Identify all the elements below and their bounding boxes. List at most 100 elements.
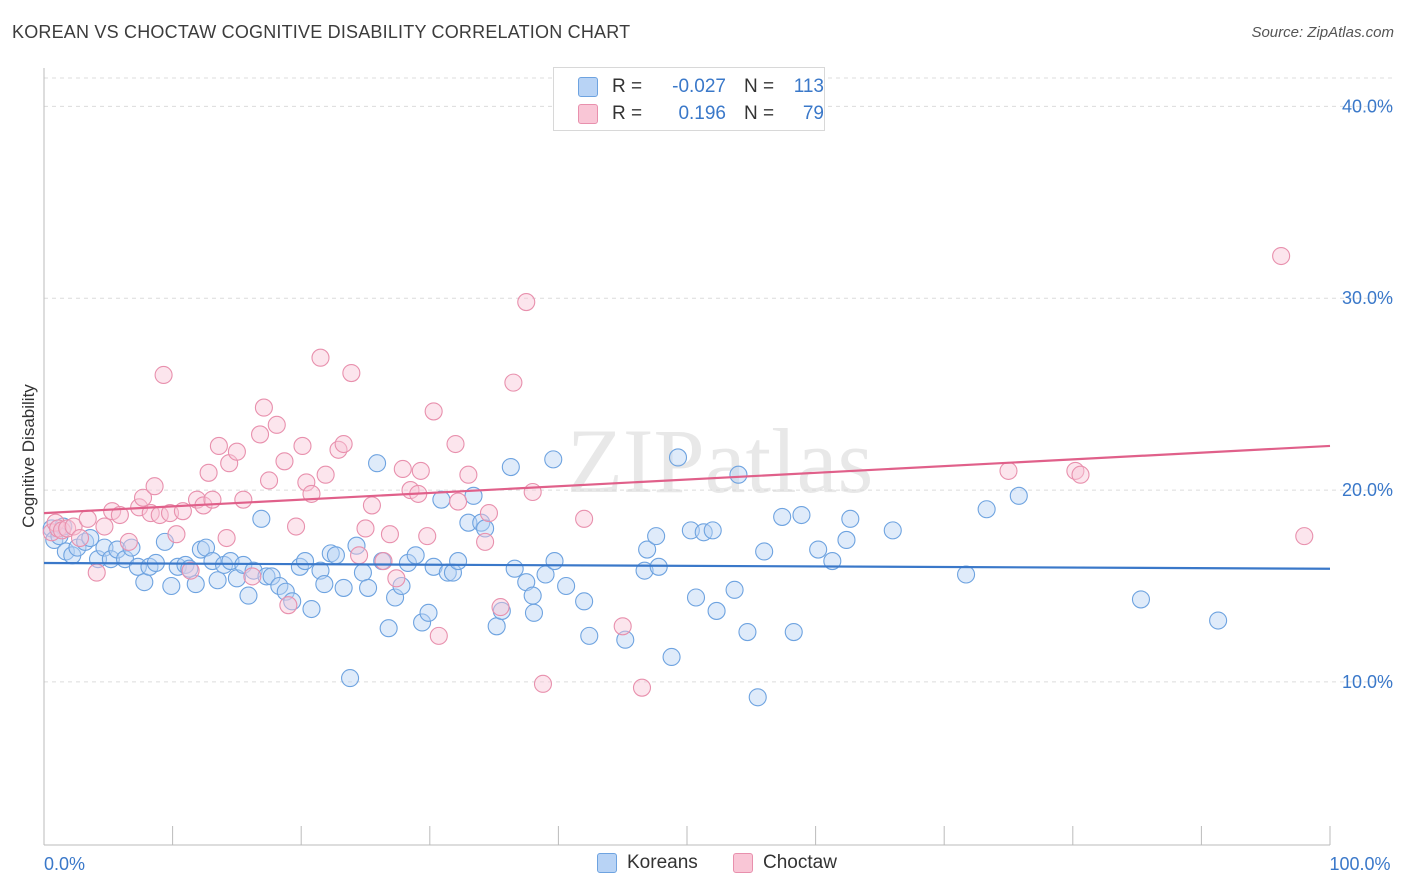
n-value: 113 xyxy=(793,76,824,97)
choctaw-point xyxy=(259,471,279,490)
choctaw-point xyxy=(1272,246,1291,266)
choctaw-point xyxy=(199,463,218,482)
choctaw-legend-label: Choctaw xyxy=(763,852,837,873)
chart-title: KOREAN VS CHOCTAW COGNITIVE DISABILITY C… xyxy=(12,22,631,42)
choctaw-point xyxy=(356,519,375,538)
choctaw-point xyxy=(476,532,495,551)
koreans-point xyxy=(186,575,205,594)
n-label: N = xyxy=(744,103,775,124)
koreans-point xyxy=(837,530,856,550)
koreans-point xyxy=(203,552,222,571)
koreans-point xyxy=(315,575,334,594)
choctaw-point xyxy=(154,365,173,385)
legend-item-koreans: Koreans xyxy=(597,852,698,874)
watermark: ZIPatlas xyxy=(567,410,874,512)
koreans-point xyxy=(252,509,271,528)
koreans-point xyxy=(459,513,478,532)
koreans-point xyxy=(883,521,902,540)
y-axis-label: Cognitive Disability xyxy=(19,384,38,528)
koreans-legend-label: Koreans xyxy=(627,852,698,873)
choctaw-point xyxy=(334,434,353,454)
koreans-point xyxy=(487,617,506,636)
koreans-point xyxy=(379,619,398,638)
choctaw-point xyxy=(279,596,298,615)
choctaw-point xyxy=(387,569,406,588)
choctaw-point xyxy=(181,561,200,580)
koreans-point xyxy=(501,458,520,477)
choctaw-trend-line xyxy=(43,444,1331,515)
koreans-point xyxy=(239,586,258,605)
source-label: Source: ZipAtlas.com xyxy=(1251,24,1394,41)
stats-legend: R = -0.027 N = 113 R = 0.196 N = 79 xyxy=(553,67,825,131)
koreans-point xyxy=(703,521,722,540)
choctaw-point xyxy=(145,477,164,496)
koreans-point xyxy=(334,578,353,597)
choctaw-point xyxy=(523,482,542,502)
koreans-point xyxy=(738,622,757,642)
koreans-point xyxy=(311,561,330,580)
trend-lines xyxy=(43,444,1331,570)
r-value: 0.196 xyxy=(678,103,726,124)
koreans-point xyxy=(302,599,321,619)
koreans-point xyxy=(729,465,748,484)
choctaw-point xyxy=(459,465,478,484)
r-label: R = xyxy=(612,76,643,97)
choctaw-point xyxy=(316,465,335,484)
y-tick-label: 40.0% xyxy=(1342,96,1393,116)
r-value: -0.027 xyxy=(672,76,726,97)
x-tick-labels: 0.0% 100.0% xyxy=(44,854,1391,874)
koreans-point xyxy=(575,592,594,611)
x-tick-label: 100.0% xyxy=(1329,854,1390,874)
koreans-point xyxy=(162,576,181,596)
choctaw-point xyxy=(393,459,412,479)
choctaw-point xyxy=(517,293,536,312)
choctaw-swatch xyxy=(578,104,598,124)
koreans-point xyxy=(809,540,828,559)
koreans-point xyxy=(545,552,564,571)
koreans-point xyxy=(449,552,468,571)
koreans-point xyxy=(208,571,227,590)
choctaw-point xyxy=(267,415,286,434)
choctaw-legend-swatch xyxy=(733,853,753,873)
choctaw-point xyxy=(254,398,273,417)
choctaw-point xyxy=(491,598,510,617)
koreans-point xyxy=(326,546,345,565)
choctaw-point xyxy=(380,525,399,544)
choctaw-point xyxy=(504,373,523,392)
choctaw-point xyxy=(110,505,129,525)
koreans-point xyxy=(1131,590,1151,609)
koreans-point xyxy=(823,552,842,571)
choctaw-point xyxy=(1295,527,1314,546)
koreans-point xyxy=(725,580,744,599)
choctaw-point xyxy=(293,436,312,455)
choctaw-point xyxy=(374,552,393,571)
koreans-point xyxy=(748,688,767,707)
koreans-point xyxy=(784,622,803,642)
koreans-point xyxy=(276,582,295,601)
koreans-point xyxy=(694,523,713,542)
koreans-point xyxy=(406,546,425,565)
koreans-point xyxy=(368,454,387,473)
koreans-point xyxy=(557,576,576,596)
koreans-point xyxy=(505,559,524,578)
choctaw-point xyxy=(297,473,316,492)
koreans-point xyxy=(544,450,563,469)
choctaw-point xyxy=(243,567,262,586)
choctaw-point xyxy=(275,452,294,471)
choctaw-point xyxy=(575,509,594,528)
koreans-point xyxy=(81,528,100,548)
choctaw-point xyxy=(217,528,236,548)
koreans-point xyxy=(662,647,681,667)
koreans-swatch xyxy=(578,77,598,97)
koreans-point xyxy=(1009,486,1028,505)
y-tick-label: 30.0% xyxy=(1342,288,1393,308)
choctaw-point xyxy=(424,402,443,421)
choctaw-point xyxy=(78,509,97,528)
koreans-point xyxy=(707,601,726,620)
choctaw-point xyxy=(64,517,83,536)
choctaw-point xyxy=(87,563,106,582)
koreans-point xyxy=(386,588,405,607)
choctaw-point xyxy=(329,440,348,459)
choctaw-point xyxy=(70,528,90,548)
